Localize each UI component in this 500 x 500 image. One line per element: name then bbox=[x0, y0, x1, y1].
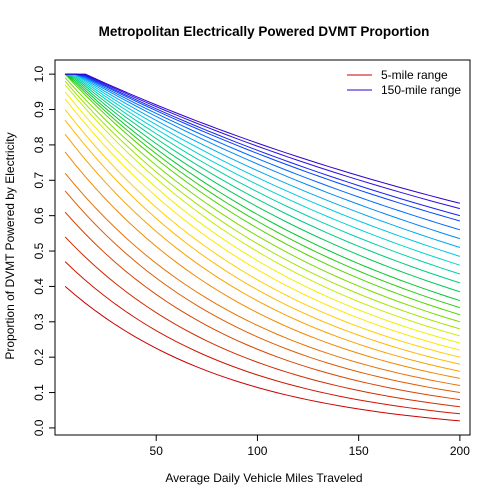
series-line-105-mile bbox=[65, 73, 461, 275]
y-tick-label: 0.9 bbox=[32, 101, 46, 118]
legend-label: 150-mile range bbox=[381, 83, 461, 97]
x-tick-label: 200 bbox=[450, 444, 470, 458]
series-line-130-mile bbox=[65, 73, 461, 231]
x-axis: 50 100 150 200 bbox=[150, 435, 470, 458]
y-tick-label: 0.0 bbox=[32, 419, 46, 436]
series-line-50-mile bbox=[64, 109, 460, 358]
y-tick-label: 0.3 bbox=[32, 313, 46, 330]
series-line-100-mile bbox=[64, 73, 461, 284]
chart-title: Metropolitan Electrically Powered DVMT P… bbox=[99, 24, 430, 39]
y-tick-label: 0.4 bbox=[32, 278, 46, 295]
series-line-135-mile bbox=[65, 73, 461, 222]
x-tick-label: 100 bbox=[247, 444, 267, 458]
y-tick-label: 1.0 bbox=[32, 65, 46, 82]
y-axis-label: Proportion of DVMT Powered by Electricit… bbox=[3, 132, 17, 359]
series-line-120-mile bbox=[65, 73, 461, 248]
series-line-35-mile bbox=[64, 151, 460, 379]
x-tick-label: 150 bbox=[349, 444, 369, 458]
y-tick-label: 0.7 bbox=[32, 172, 46, 189]
y-tick-label: 0.2 bbox=[32, 349, 46, 366]
series-line-95-mile bbox=[64, 73, 461, 293]
y-tick-label: 0.5 bbox=[32, 242, 46, 259]
series-line-90-mile bbox=[64, 73, 461, 302]
series-lines bbox=[64, 73, 461, 422]
series-line-20-mile bbox=[64, 211, 460, 401]
series-line-55-mile bbox=[64, 98, 461, 351]
series-line-75-mile bbox=[64, 77, 461, 323]
series-line-30-mile bbox=[64, 172, 460, 386]
series-line-25-mile bbox=[64, 190, 460, 394]
plot-frame bbox=[54, 59, 471, 436]
plot-area bbox=[54, 59, 471, 436]
y-axis: 0.0 0.1 0.2 0.3 0.4 0.5 0.6 0.7 0.8 0.9 1.0 bbox=[32, 65, 55, 436]
x-tick-label: 50 bbox=[150, 444, 164, 458]
series-line-80-mile bbox=[64, 73, 461, 316]
y-tick-label: 0.6 bbox=[32, 207, 46, 224]
series-line-125-mile bbox=[65, 73, 461, 240]
y-tick-label: 0.1 bbox=[32, 384, 46, 401]
series-line-70-mile bbox=[64, 80, 461, 330]
series-line-65-mile bbox=[64, 84, 461, 337]
series-line-110-mile bbox=[65, 73, 461, 266]
series-line-145-mile bbox=[65, 73, 461, 210]
series-line-150-mile bbox=[65, 73, 461, 204]
series-line-85-mile bbox=[64, 73, 461, 309]
legend-label: 5-mile range bbox=[381, 68, 448, 82]
series-line-60-mile bbox=[64, 91, 461, 344]
x-axis-label: Average Daily Vehicle Miles Traveled bbox=[165, 471, 362, 485]
series-line-10-mile bbox=[64, 261, 460, 415]
series-line-45-mile bbox=[64, 119, 460, 365]
series-line-5-mile bbox=[64, 286, 460, 422]
series-line-140-mile bbox=[65, 73, 461, 217]
series-line-115-mile bbox=[65, 73, 461, 257]
y-tick-label: 0.8 bbox=[32, 136, 46, 153]
series-line-15-mile bbox=[64, 236, 460, 408]
series-line-40-mile bbox=[64, 133, 460, 372]
